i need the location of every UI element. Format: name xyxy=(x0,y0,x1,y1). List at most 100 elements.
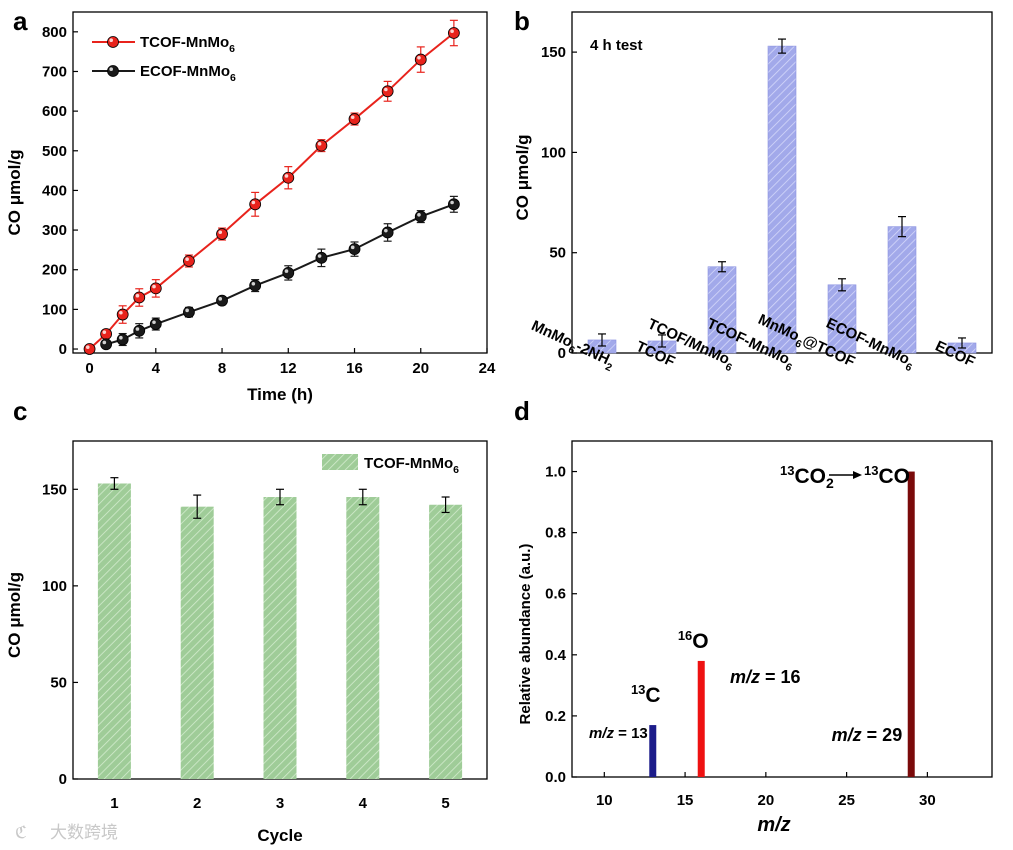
bar xyxy=(97,483,131,779)
y-tick-label: 400 xyxy=(42,182,67,199)
x-tick-label: 0 xyxy=(85,360,93,377)
point-highlight xyxy=(119,335,123,340)
y-tick-label: 1.0 xyxy=(545,464,566,481)
data-point xyxy=(183,306,195,319)
x-tick-label: ECOF xyxy=(933,338,978,371)
x-tick-label: 1 xyxy=(110,795,118,812)
point-highlight xyxy=(185,308,189,313)
point-highlight xyxy=(284,174,289,178)
legend-label: TCOF-MnMo6 xyxy=(364,455,459,476)
bar xyxy=(827,284,857,354)
legend-marker xyxy=(107,36,119,48)
x-tick-label: 20 xyxy=(758,792,775,809)
reaction-arrow-head xyxy=(853,471,862,479)
data-point xyxy=(414,210,427,223)
peak-label: m/z = 16 xyxy=(730,667,801,687)
series-line-0 xyxy=(88,32,455,350)
y-axis-label: CO μmol/g xyxy=(5,572,24,658)
data-point xyxy=(249,279,262,292)
point-highlight xyxy=(152,320,156,325)
x-tick-label: 30 xyxy=(919,792,936,809)
y-tick-label: 600 xyxy=(42,103,67,120)
data-point xyxy=(348,243,361,256)
bar xyxy=(180,506,214,779)
point-highlight xyxy=(85,345,90,350)
point-highlight xyxy=(384,87,388,92)
y-tick-label: 150 xyxy=(42,481,67,498)
point-highlight xyxy=(135,293,140,298)
data-point xyxy=(282,171,295,184)
data-point xyxy=(348,113,361,125)
data-point xyxy=(149,318,162,330)
y-tick-label: 0 xyxy=(59,771,67,788)
point-highlight xyxy=(417,213,421,217)
data-point xyxy=(149,282,162,295)
y-tick-label: 300 xyxy=(42,222,67,239)
y-tick-label: 0 xyxy=(59,341,67,358)
x-axis-label: Cycle xyxy=(257,826,302,845)
x-tick-label: 12 xyxy=(280,360,297,377)
plot-frame xyxy=(571,440,993,778)
peak-label: m/z = 13 xyxy=(589,725,648,742)
point-highlight xyxy=(350,115,355,120)
point-highlight xyxy=(417,55,421,60)
plot-frame xyxy=(72,11,488,354)
y-tick-label: 0.8 xyxy=(545,525,566,542)
data-point xyxy=(381,226,394,239)
y-tick-label: 700 xyxy=(42,63,67,80)
point-highlight xyxy=(450,29,454,34)
point-highlight xyxy=(218,230,223,235)
y-tick-label: 0.2 xyxy=(545,708,566,725)
x-tick-label: 10 xyxy=(596,792,613,809)
data-point xyxy=(447,27,460,39)
x-tick-label: 8 xyxy=(218,360,226,377)
x-axis-label: Time (h) xyxy=(247,385,313,404)
y-tick-label: 150 xyxy=(541,44,566,61)
data-point xyxy=(216,228,228,240)
x-axis-label: m/z xyxy=(757,814,790,836)
bar xyxy=(429,504,463,779)
data-point xyxy=(249,198,262,211)
y-tick-label: 100 xyxy=(42,301,67,318)
data-point xyxy=(116,308,129,321)
y-axis-label: Relative abundance (a.u.) xyxy=(517,544,534,725)
point-highlight xyxy=(251,281,256,286)
peak-bar xyxy=(649,725,657,777)
x-tick-label: 5 xyxy=(441,795,449,812)
species-label: 16O xyxy=(678,628,709,653)
panel-d: 10 15 20 25 30 0.0 0.2 0.4 0.6 0.8 1.0 Relative abu… xyxy=(514,396,993,836)
x-tick-label: 25 xyxy=(838,792,855,809)
legend-label: ECOF-MnMo6 xyxy=(140,63,236,84)
data-point xyxy=(133,291,146,304)
panel-a: 0 4 8 12 16 20 24 0 100 200 300 400 500 600 700 800 Time… xyxy=(5,6,496,404)
y-tick-label: 100 xyxy=(42,578,67,595)
panel-label: a xyxy=(13,6,28,36)
y-axis-label: CO μmol/g xyxy=(513,135,532,221)
panel-label: b xyxy=(514,6,530,36)
peak-bar xyxy=(697,660,705,777)
y-tick-label: 0 xyxy=(558,345,566,362)
data-point xyxy=(315,139,328,152)
y-tick-label: 0.0 xyxy=(545,769,566,786)
peak-label: m/z = 29 xyxy=(832,725,903,745)
legend-highlight xyxy=(109,67,113,71)
x-tick-label: 15 xyxy=(677,792,694,809)
data-point xyxy=(381,85,394,98)
bar xyxy=(887,226,917,354)
watermark-logo-icon: ℭ xyxy=(15,823,27,843)
reaction-product: 13CO xyxy=(864,463,910,488)
x-tick-label: 24 xyxy=(479,360,496,377)
data-point xyxy=(447,198,460,211)
point-highlight xyxy=(135,327,140,331)
data-point xyxy=(100,328,113,340)
data-point xyxy=(414,53,427,66)
y-tick-label: 200 xyxy=(42,262,67,279)
point-highlight xyxy=(317,142,322,146)
y-tick-label: 0.6 xyxy=(545,586,566,603)
data-point xyxy=(216,294,228,307)
panel-label: c xyxy=(13,396,27,426)
point-highlight xyxy=(251,200,256,205)
reaction-reactant: 13CO2 xyxy=(780,463,834,491)
bar xyxy=(767,45,797,354)
